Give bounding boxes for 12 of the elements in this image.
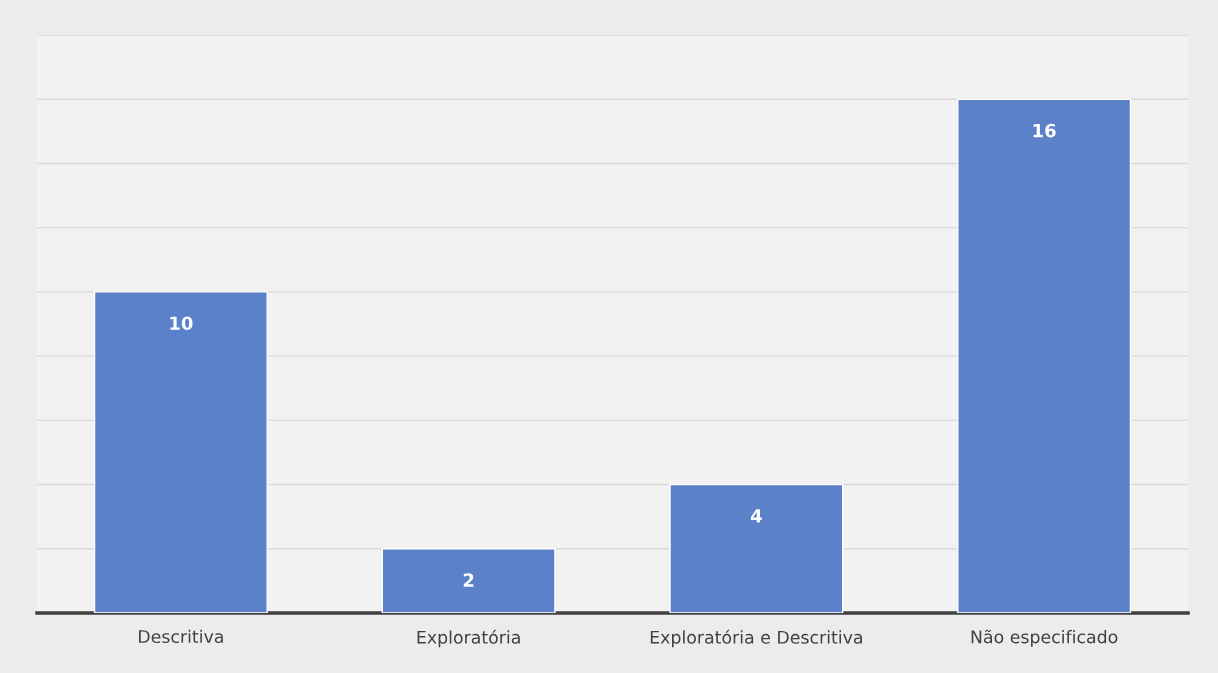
x-tick-label: Exploratória — [417, 629, 520, 648]
data-label: 16 — [1033, 123, 1056, 138]
data-label: 2 — [463, 573, 474, 587]
bar — [93, 291, 268, 613]
x-tick-label: Não especificado — [971, 629, 1118, 647]
bar — [669, 483, 844, 613]
bar — [957, 98, 1132, 613]
bar — [381, 548, 556, 613]
x-tick-label: Descritiva — [139, 629, 223, 644]
data-label: 10 — [170, 316, 193, 331]
x-tick-label: Exploratória e Descritiva — [650, 629, 862, 648]
data-label: 4 — [750, 509, 762, 523]
